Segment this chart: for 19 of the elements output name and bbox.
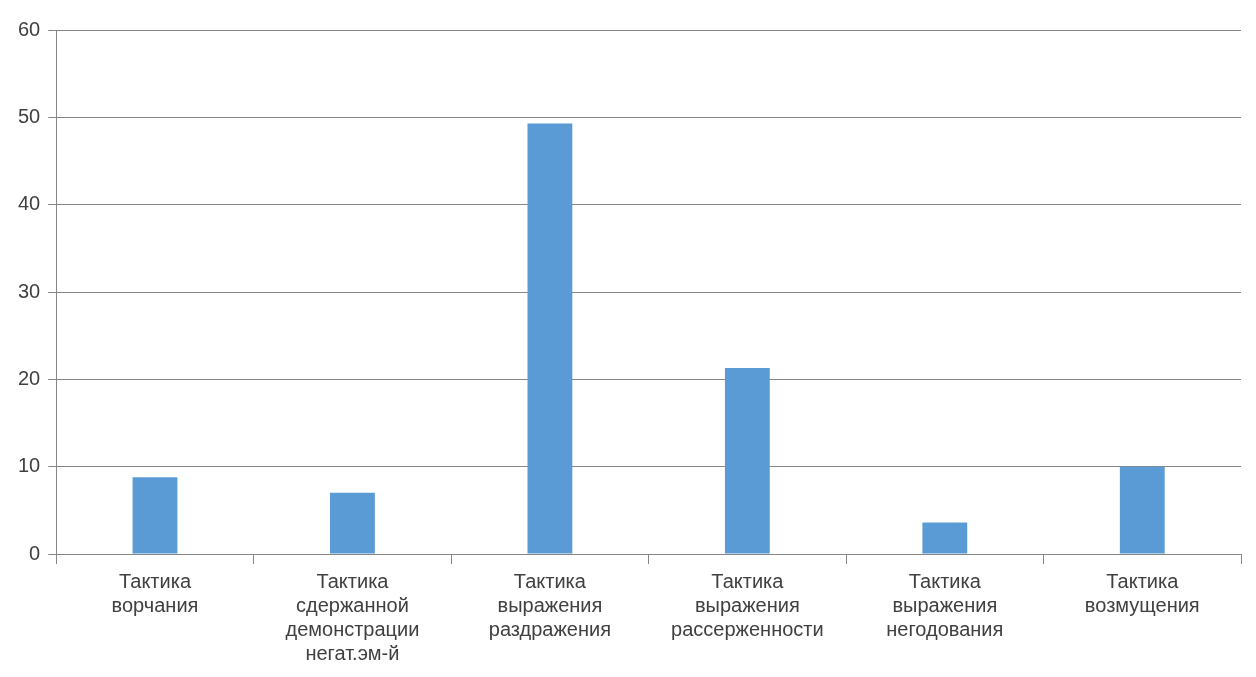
y-tick-label: 30 (18, 279, 41, 302)
y-tick-label: 20 (18, 366, 41, 389)
y-tick-label: 40 (18, 192, 41, 215)
x-tick-label: Тактика выражения раздражения (488, 569, 611, 640)
bar (922, 522, 968, 554)
y-tick-label: 50 (18, 104, 41, 127)
bar (330, 492, 375, 554)
bar (1119, 466, 1165, 554)
y-tick-label: 60 (18, 17, 41, 40)
x-tick-label: Тактика возмущения (1084, 569, 1200, 616)
y-tick-label: 0 (29, 541, 41, 564)
bar (527, 123, 573, 554)
x-tick-label: Тактика сдержанной демонстрации негат.эм-й (285, 569, 420, 664)
x-tick-label: Тактика ворчания (111, 569, 199, 616)
bar (132, 477, 178, 554)
x-tick-label: Тактика выражения негодования (886, 569, 1004, 640)
bar (724, 367, 770, 554)
x-tick-label: Тактика выражения рассерженности (671, 569, 824, 640)
y-tick-label: 10 (18, 454, 41, 477)
